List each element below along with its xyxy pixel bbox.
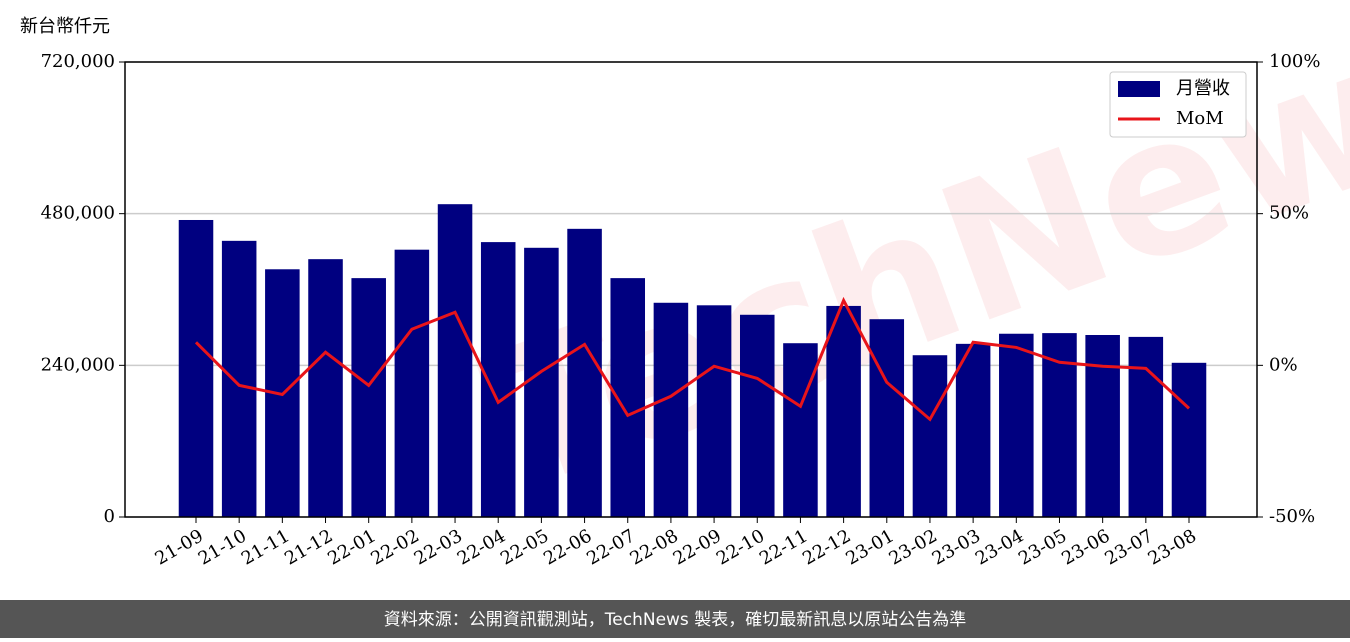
bar <box>308 259 343 517</box>
x-tick-label: 22-10 <box>713 525 768 569</box>
legend-swatch <box>1118 81 1160 97</box>
bar <box>653 302 689 517</box>
legend-label: MoM <box>1176 108 1224 129</box>
bar <box>955 343 991 517</box>
bar <box>912 355 948 517</box>
bar <box>524 247 559 517</box>
bar <box>739 314 775 517</box>
bar <box>567 228 602 518</box>
x-tick-label: 22-11 <box>756 525 811 569</box>
x-tick-label: 23-04 <box>972 525 1027 569</box>
bar <box>783 343 818 517</box>
x-tick-label: 21-10 <box>195 525 250 569</box>
y-tick-label: 0 <box>104 506 115 527</box>
x-tick-label: 21-11 <box>238 525 293 569</box>
x-tick-label: 22-09 <box>670 525 725 569</box>
x-tick-label: 23-01 <box>842 525 897 569</box>
bar <box>178 219 214 517</box>
bar <box>999 333 1034 517</box>
x-tick-label: 23-08 <box>1145 525 1200 569</box>
y-tick-label: 240,000 <box>41 354 115 375</box>
x-tick-label: 22-01 <box>324 525 379 569</box>
y-tick-label: 720,000 <box>41 51 115 72</box>
x-tick-label: 22-06 <box>540 525 595 569</box>
x-tick-label: 22-07 <box>583 525 638 569</box>
bar <box>696 305 732 517</box>
footer-bar <box>0 600 1350 638</box>
x-tick-label: 23-07 <box>1101 525 1156 569</box>
y2-tick-label: -50% <box>1269 506 1315 527</box>
x-tick-label: 22-02 <box>367 525 422 569</box>
y2-tick-label: 0% <box>1269 354 1298 375</box>
y2-tick-label: 50% <box>1269 203 1309 224</box>
bar <box>1128 336 1164 517</box>
x-tick-label: 21-09 <box>152 525 207 569</box>
bar <box>221 240 257 517</box>
y-axis-label: 新台幣仟元 <box>20 16 110 37</box>
y-tick-label: 480,000 <box>41 203 115 224</box>
source-note: 資料來源：公開資訊觀測站，TechNews 製表，確切最新訊息以原站公告為準 <box>384 610 966 630</box>
x-tick-label: 22-03 <box>411 525 466 569</box>
x-tick-label: 22-04 <box>454 525 509 569</box>
x-tick-label: 22-12 <box>799 525 854 569</box>
bar <box>437 204 473 517</box>
bar <box>351 278 386 517</box>
bar <box>1085 335 1120 517</box>
x-tick-label: 21-12 <box>281 525 336 569</box>
bar <box>826 305 861 517</box>
bar <box>394 249 430 517</box>
bar <box>1171 362 1207 517</box>
legend-label: 月營收 <box>1176 78 1230 99</box>
x-tick-label: 23-05 <box>1015 525 1070 569</box>
x-tick-label: 23-06 <box>1058 525 1113 569</box>
x-tick-label: 23-03 <box>929 525 984 569</box>
x-tick-label: 23-02 <box>886 525 941 569</box>
line <box>194 296 1191 422</box>
bar <box>869 319 905 517</box>
x-tick-label: 22-05 <box>497 525 552 569</box>
y2-tick-label: 100% <box>1269 51 1320 72</box>
plot-frame <box>124 61 1258 518</box>
bar <box>1042 333 1077 517</box>
x-tick-label: 22-08 <box>626 525 681 569</box>
